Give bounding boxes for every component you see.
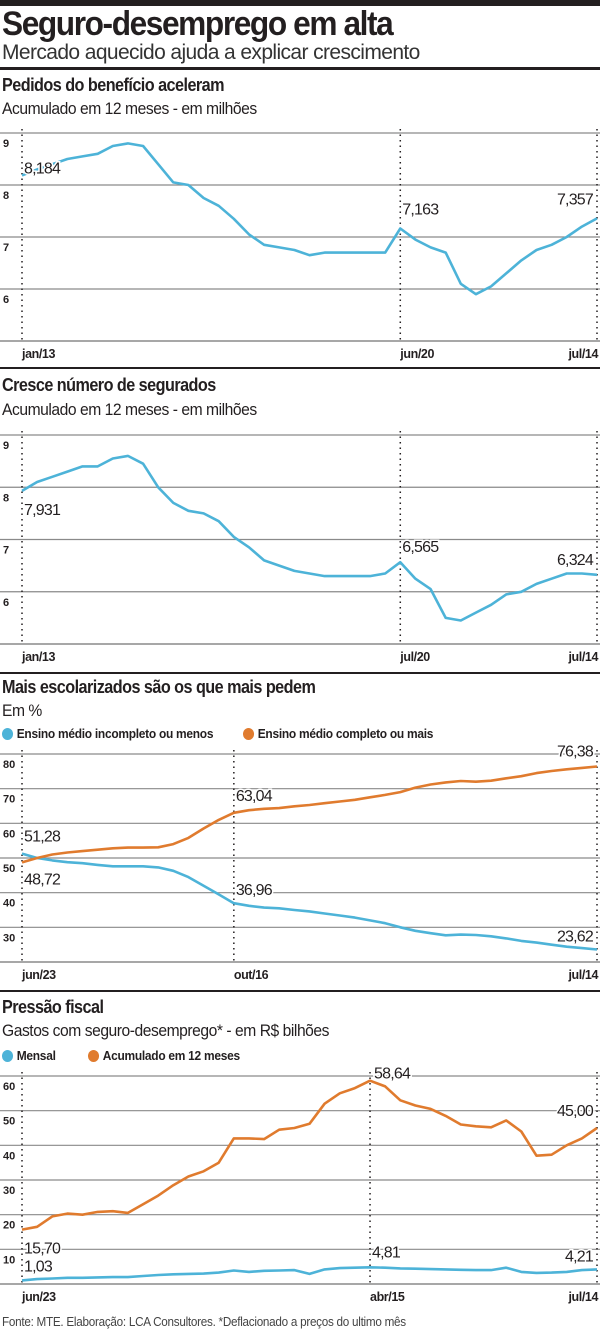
data-label: 7,931 — [24, 502, 61, 519]
y-tick-label: 8 — [3, 190, 9, 202]
y-tick-label: 7 — [3, 545, 9, 557]
x-tick-label: jul/20 — [399, 650, 430, 664]
x-tick-label: abr/15 — [370, 1290, 405, 1304]
data-label: 45,00 — [557, 1103, 594, 1120]
y-tick-label: 30 — [3, 932, 15, 944]
data-label: 36,96 — [236, 882, 273, 899]
data-label: 58,64 — [374, 1066, 411, 1083]
data-label: 15,70 — [24, 1241, 61, 1258]
data-label: 6,324 — [557, 552, 594, 569]
x-tick-label: jul/14 — [567, 347, 598, 361]
page-title: Seguro-desemprego em alta — [2, 5, 394, 43]
legend-swatch — [2, 1049, 14, 1062]
y-tick-label: 8 — [3, 492, 9, 504]
data-label: 6,565 — [402, 539, 439, 556]
divider — [0, 67, 600, 70]
legend-item: Ensino médio completo ou mais — [243, 726, 433, 741]
x-tick-label: jan/13 — [21, 650, 55, 664]
legend-label: Acumulado em 12 meses — [102, 1048, 240, 1063]
chart2-title: Cresce número de segurados — [2, 375, 216, 395]
y-tick-label: 9 — [3, 440, 9, 452]
series-line-1 — [21, 852, 598, 951]
y-tick-label: 20 — [3, 1220, 15, 1232]
divider — [0, 672, 600, 674]
data-label: 76,38 — [557, 744, 594, 761]
chart2-subtitle: Acumulado em 12 meses - em milhões — [2, 400, 257, 419]
y-tick-label: 6 — [3, 294, 9, 306]
series-line — [21, 142, 598, 296]
source-footnote: Fonte: MTE. Elaboração: LCA Consultores.… — [2, 1314, 406, 1329]
data-label: 51,28 — [24, 829, 61, 846]
x-tick-label: jul/14 — [567, 1290, 598, 1304]
x-tick-label: jan/13 — [21, 347, 55, 361]
chart4-title: Pressão fiscal — [2, 997, 104, 1017]
y-tick-label: 60 — [3, 1081, 15, 1093]
divider — [0, 990, 600, 992]
data-label: 7,357 — [557, 191, 594, 208]
data-label: 48,72 — [24, 871, 61, 888]
legend-label: Ensino médio completo ou mais — [257, 726, 434, 741]
y-tick-label: 50 — [3, 863, 15, 875]
x-tick-label: out/16 — [234, 968, 269, 982]
y-tick-label: 6 — [3, 597, 9, 609]
legend-item: Mensal — [2, 1048, 56, 1063]
y-tick-label: 50 — [3, 1116, 15, 1128]
data-label: 23,62 — [557, 928, 594, 945]
legend-item: Acumulado em 12 meses — [88, 1048, 240, 1063]
y-tick-label: 60 — [3, 828, 15, 840]
x-tick-label: jun/23 — [21, 968, 56, 982]
y-tick-label: 80 — [3, 759, 15, 771]
y-tick-label: 70 — [3, 794, 15, 806]
data-label: 7,163 — [402, 202, 439, 219]
y-tick-label: 40 — [3, 1150, 15, 1162]
series-line-1 — [21, 1266, 598, 1282]
data-label: 63,04 — [236, 788, 273, 805]
chart3-title: Mais escolarizados são os que mais pedem — [2, 677, 316, 697]
y-tick-label: 7 — [3, 242, 9, 254]
data-label: 1,03 — [24, 1258, 53, 1275]
y-tick-label: 30 — [3, 1185, 15, 1197]
legend-item: Ensino médio incompleto ou menos — [2, 726, 214, 741]
legend-swatch — [2, 727, 14, 740]
chart3-subtitle: Em % — [2, 701, 42, 720]
y-tick-label: 40 — [3, 898, 15, 910]
divider — [0, 367, 600, 369]
legend-label: Ensino médio incompleto ou menos — [16, 726, 214, 741]
x-tick-label: jul/14 — [567, 968, 598, 982]
x-tick-label: jul/14 — [567, 650, 598, 664]
series-line — [21, 454, 598, 622]
x-tick-label: jun/23 — [21, 1290, 56, 1304]
chart1-title: Pedidos do benefício aceleram — [2, 75, 225, 95]
chart4-subtitle: Gastos com seguro-desemprego* - em R$ bi… — [2, 1021, 330, 1040]
data-label: 8,184 — [24, 160, 61, 177]
chart1-subtitle: Acumulado em 12 meses - em milhões — [2, 99, 257, 118]
data-label: 4,81 — [372, 1244, 401, 1261]
y-tick-label: 10 — [3, 1254, 15, 1266]
data-label: 4,21 — [565, 1248, 594, 1265]
legend-swatch — [88, 1049, 100, 1062]
series-line-2 — [21, 765, 598, 864]
top-bar — [0, 0, 600, 6]
y-tick-label: 9 — [3, 138, 9, 150]
page-subtitle: Mercado aquecido ajuda a explicar cresci… — [2, 41, 420, 64]
legend-label: Mensal — [16, 1048, 56, 1063]
legend-swatch — [243, 727, 255, 740]
series-line-2 — [21, 1079, 598, 1231]
x-tick-label: jun/20 — [399, 347, 434, 361]
